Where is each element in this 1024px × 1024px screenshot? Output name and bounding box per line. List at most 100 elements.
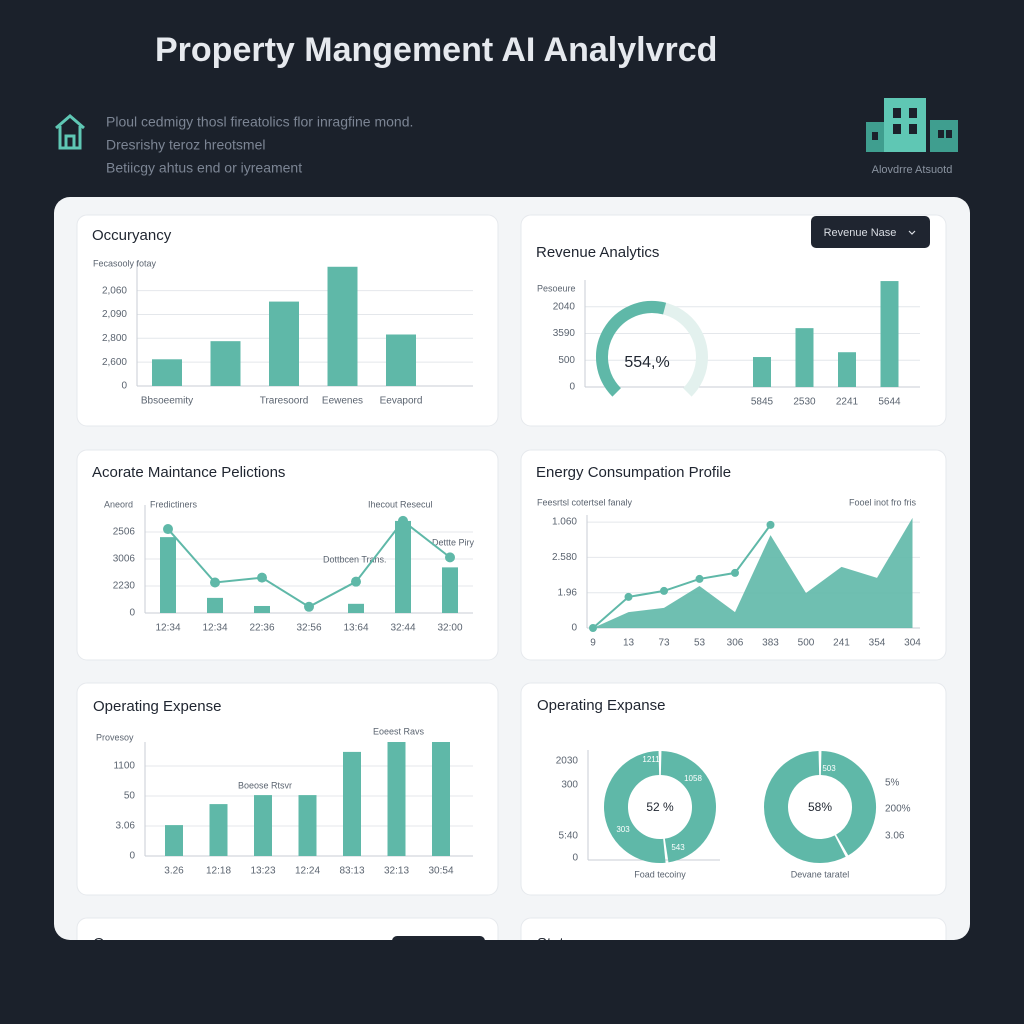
panel-content: Occupancy Stats Occuryancy 0 2,600 2,800 2,090… (76, 214, 947, 940)
bar (795, 328, 814, 387)
line-point (589, 624, 597, 632)
card-title: Acorate Maintance Pelictions (92, 464, 285, 481)
x-tick-label: 32:00 (437, 623, 462, 634)
x-tick-label: 2241 (836, 397, 859, 408)
y-tick-label: 3006 (113, 554, 136, 565)
bar (387, 742, 406, 856)
page-title: Property Mangement AI Analylvrcd (155, 31, 717, 69)
y-tick-label: 0 (129, 851, 135, 862)
donut-label: 543 (671, 843, 685, 852)
y-tick-label: 0 (571, 623, 577, 634)
bar (210, 341, 241, 386)
donut-segment (604, 751, 666, 863)
y-tick-label: 2230 (113, 581, 136, 592)
header-line: Dresrishy teroz hreotsmel (106, 137, 266, 153)
donut-label: 303 (616, 825, 630, 834)
line-point (660, 586, 668, 595)
y-tick-label: 0 (129, 608, 135, 619)
x-tick-label: 500 (798, 638, 815, 649)
area (593, 517, 913, 628)
donut-segment (820, 751, 876, 856)
y-tick-label: 1.96 (558, 587, 578, 598)
subtitle: Fecasooly fotay (93, 258, 157, 268)
y-tick-label: 1.060 (552, 517, 577, 528)
line-point (624, 592, 633, 601)
bar (254, 605, 270, 613)
y-tick-label: 0 (569, 382, 575, 393)
x-tick-label: 53 (694, 638, 706, 649)
annotation: Fooel inot fro fris (849, 497, 917, 507)
x-tick-label: 304 (904, 638, 921, 649)
header-line: Betiicgy ahtus end or iyreament (106, 160, 302, 176)
dropdown-button[interactable] (811, 216, 930, 248)
subtitle: Pesoeure (537, 283, 576, 293)
axis-label: 5:40 (559, 831, 579, 842)
line-point (351, 576, 361, 587)
x-tick-label: Bbsoeemity (141, 396, 193, 407)
x-tick-label: 3.26 (164, 866, 184, 877)
line-point (257, 572, 267, 583)
y-tick-label: 2.580 (552, 552, 577, 563)
line (592, 524, 772, 629)
bar (209, 804, 228, 856)
x-tick-label: 73 (658, 638, 670, 649)
annotation: Dettte Piry (432, 537, 475, 547)
x-tick-label: 13:23 (250, 866, 275, 877)
card (76, 449, 499, 661)
x-tick-label: 30:54 (428, 866, 453, 877)
y-tick-label: 500 (558, 355, 575, 366)
side-label: 200% (885, 804, 911, 815)
bar (442, 567, 458, 613)
bar (207, 597, 223, 613)
y-tick-label: 0 (121, 381, 127, 392)
y-tick-label: 3590 (553, 328, 576, 339)
annotation: Provesoy (96, 732, 134, 742)
annotation: Aneord (104, 499, 133, 509)
annotation: Fredictiners (150, 499, 198, 509)
line-point (210, 577, 220, 588)
card-title: Revenue Analytics (536, 244, 659, 261)
annotation: Eoeest Ravs (373, 726, 425, 736)
side-label: 5% (885, 778, 900, 789)
card-title: Operating Expanse (537, 697, 665, 714)
bar (838, 352, 856, 387)
x-tick-label: 5644 (878, 397, 901, 408)
gauge-label: 554,% (624, 354, 669, 371)
bar (160, 537, 176, 613)
bar (432, 742, 450, 856)
x-tick-label: Traresoord (260, 396, 309, 407)
annotation: Ihecout Resecul (368, 499, 433, 509)
annotation: Dottbcen Trans. (323, 554, 387, 564)
donut-caption: Foad tecoiny (634, 869, 686, 879)
bar (348, 603, 364, 613)
bar (753, 357, 771, 387)
x-tick-label: 2530 (793, 397, 816, 408)
donut-center-label: 52 % (646, 800, 674, 814)
line-point (766, 520, 775, 529)
x-tick-label: 354 (869, 638, 886, 649)
y-tick-label: 3.06 (116, 821, 136, 832)
line-point (398, 515, 408, 526)
x-tick-label: 12:18 (206, 866, 231, 877)
bar (343, 751, 361, 856)
line-point (695, 574, 704, 583)
y-tick-label: 2,090 (102, 309, 127, 320)
x-tick-label: 12:34 (202, 623, 227, 634)
card (520, 917, 947, 940)
card (76, 917, 499, 940)
x-tick-label: 13:64 (343, 623, 368, 634)
bar (152, 359, 182, 386)
x-tick-label: 383 (762, 638, 779, 649)
x-tick-label: 32:56 (296, 623, 321, 634)
gauge-arc (596, 301, 667, 397)
bar (880, 281, 899, 387)
x-tick-label: 32:44 (390, 623, 415, 634)
x-tick-label: 32:13 (384, 866, 409, 877)
x-tick-label: 13 (623, 638, 635, 649)
bar (254, 795, 272, 856)
axis-label: 0 (572, 853, 578, 864)
x-tick-label: 9 (590, 638, 596, 649)
bar (327, 266, 358, 386)
annotation: Feesrtsl cotertsel fanaly (537, 497, 633, 507)
line-point (731, 568, 739, 577)
